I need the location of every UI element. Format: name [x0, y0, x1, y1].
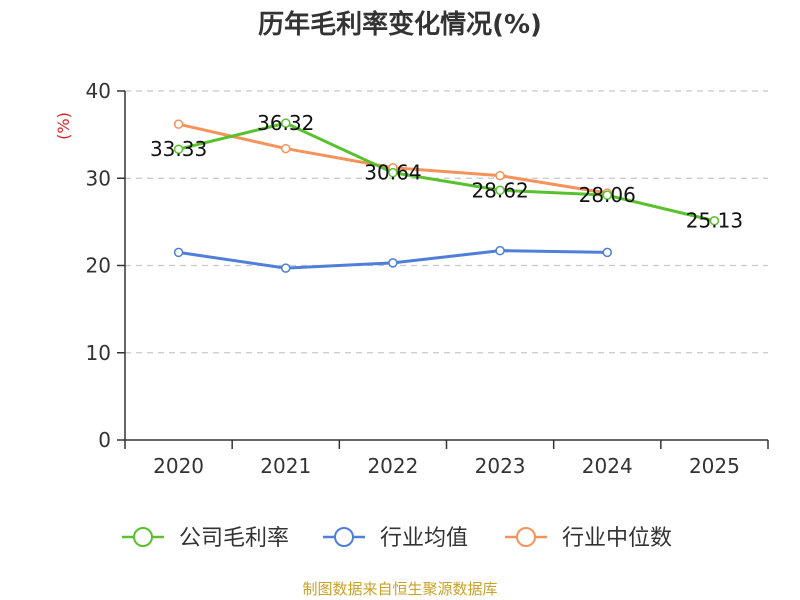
x-tick-label-2020: 2020 [153, 454, 204, 478]
data-point-2-3 [495, 170, 505, 181]
legend-label-0: 公司毛利率 [179, 526, 289, 551]
grid-layer [125, 90, 768, 354]
legend-marker-1 [334, 527, 354, 547]
y-tick-label-20: 20 [86, 254, 111, 278]
data-label-2022: 30.64 [364, 161, 421, 185]
legend-marker-0 [133, 527, 153, 547]
data-point-1-0 [173, 247, 184, 258]
data-point-1-4 [602, 247, 612, 258]
x-tick-label-2022: 2022 [367, 454, 418, 478]
data-label-2020: 33.33 [150, 137, 207, 161]
x-tick-label-2023: 2023 [475, 454, 526, 478]
series-line-0 [178, 121, 715, 223]
y-tick-label-40: 40 [86, 79, 111, 103]
y-tick-label-10: 10 [86, 341, 111, 365]
data-source-note: 制图数据来自恒生聚源数据库 [302, 580, 498, 598]
y-tick-label-30: 30 [86, 166, 111, 190]
data-point-1-1 [281, 263, 291, 273]
data-label-2025: 25.13 [686, 209, 743, 233]
axis-layer: 0 10 20 30 40 2020 2021 2022 2023 2024 2025 (%) [54, 79, 769, 478]
data-point-1-2 [388, 258, 398, 268]
data-point-0-5 [709, 215, 720, 226]
chart-title: 历年毛利率变化情况(%) [258, 10, 542, 40]
legend-label-1: 行业均值 [380, 526, 468, 551]
data-point-0-3 [495, 185, 505, 196]
data-point-0-4 [602, 190, 612, 200]
data-label-2023: 28.62 [471, 178, 528, 202]
data-label-layer: 33.33 36.32 30.64 28.62 28.06 25.13 [150, 111, 743, 233]
data-point-1-3 [495, 245, 505, 256]
data-point-2-0 [173, 119, 184, 129]
data-point-2-1 [281, 143, 291, 154]
x-tick-label-2021: 2021 [260, 454, 311, 478]
legend-marker-2 [516, 527, 536, 547]
x-tick-label-2024: 2024 [582, 454, 633, 478]
series-layer [173, 118, 720, 273]
legend-label-2: 行业中位数 [562, 526, 672, 551]
data-label-2024: 28.06 [579, 183, 636, 207]
data-point-0-1 [281, 118, 291, 128]
y-tick-label-0: 0 [98, 428, 111, 452]
data-label-2021: 36.32 [257, 111, 314, 135]
y-axis-label: (%) [54, 112, 73, 140]
x-tick-label-2025: 2025 [689, 454, 740, 478]
data-point-0-0 [173, 144, 184, 154]
data-point-0-2 [388, 167, 398, 178]
legend: 公司毛利率 行业均值 行业中位数 [122, 526, 672, 551]
